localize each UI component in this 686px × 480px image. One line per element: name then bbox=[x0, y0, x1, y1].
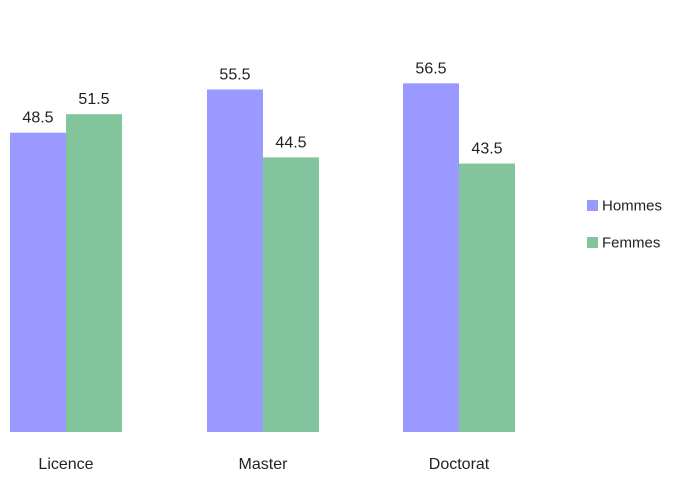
bar-femmes-master bbox=[263, 157, 319, 432]
value-label-hommes-doctorat: 56.5 bbox=[415, 60, 446, 77]
bar-femmes-licence bbox=[66, 114, 122, 433]
value-label-femmes-licence: 51.5 bbox=[78, 91, 109, 108]
legend-label-hommes: Hommes bbox=[602, 198, 662, 215]
bars-layer bbox=[10, 83, 515, 433]
value-labels-layer: 48.5 51.5 55.5 44.5 56.5 43.5 bbox=[22, 60, 502, 157]
legend: Hommes Femmes bbox=[587, 198, 662, 252]
bar-hommes-doctorat bbox=[403, 83, 459, 433]
bar-hommes-master bbox=[207, 89, 263, 432]
value-label-hommes-master: 55.5 bbox=[219, 66, 250, 83]
value-label-femmes-master: 44.5 bbox=[275, 134, 306, 151]
legend-swatch-femmes bbox=[587, 237, 598, 248]
category-label-doctorat: Doctorat bbox=[429, 456, 490, 473]
category-labels-layer: Licence Master Doctorat bbox=[38, 456, 489, 473]
value-label-hommes-licence: 48.5 bbox=[22, 110, 53, 127]
category-label-master: Master bbox=[239, 456, 289, 473]
value-label-femmes-doctorat: 43.5 bbox=[471, 141, 502, 158]
category-label-licence: Licence bbox=[38, 456, 93, 473]
bar-femmes-doctorat bbox=[459, 163, 515, 433]
legend-label-femmes: Femmes bbox=[602, 235, 660, 252]
legend-swatch-hommes bbox=[587, 200, 598, 211]
bar-hommes-licence bbox=[10, 132, 66, 432]
